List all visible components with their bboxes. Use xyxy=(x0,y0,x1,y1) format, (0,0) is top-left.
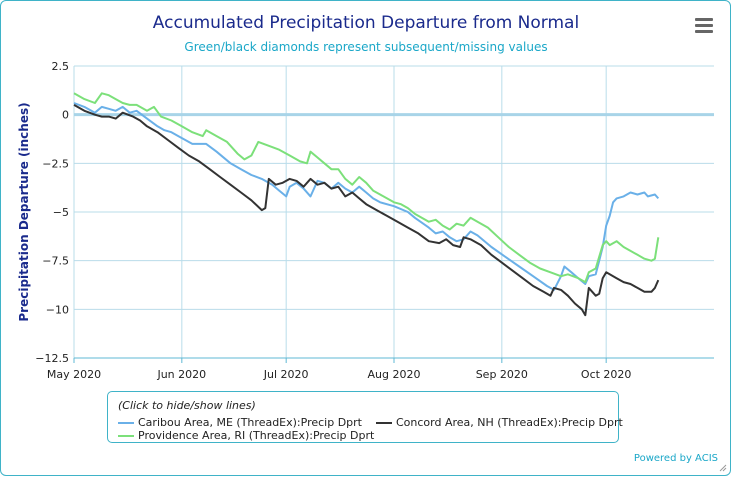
legend-swatch-providence xyxy=(118,435,134,437)
legend-item-caribou[interactable]: Caribou Area, ME (ThreadEx):Precip Dprt xyxy=(118,416,362,429)
legend-label-providence: Providence Area, RI (ThreadEx):Precip Dp… xyxy=(138,429,375,442)
y-tick-label: 2.5 xyxy=(52,60,70,73)
y-tick-label: −10 xyxy=(46,303,69,316)
hamburger-menu-icon[interactable] xyxy=(695,18,713,34)
chart-title: Accumulated Precipitation Departure from… xyxy=(153,13,579,33)
legend: (Click to hide/show lines) Caribou Area,… xyxy=(107,391,623,443)
x-tick-label: Oct 2020 xyxy=(581,368,632,381)
x-tick-label: Aug 2020 xyxy=(368,368,421,381)
y-tick-label: −7.5 xyxy=(42,255,69,268)
legend-item-providence[interactable]: Providence Area, RI (ThreadEx):Precip Dp… xyxy=(118,429,374,442)
x-tick-label: May 2020 xyxy=(47,368,101,381)
y-axis-label: Precipitation Departure (inches) xyxy=(17,102,31,321)
series-layer xyxy=(73,92,660,317)
y-tick-label: −5 xyxy=(53,206,69,219)
grid xyxy=(73,65,714,359)
series-line-caribou[interactable] xyxy=(73,102,660,291)
x-tick-label: Sep 2020 xyxy=(476,368,528,381)
x-tick-label: Jun 2020 xyxy=(156,368,206,381)
legend-label-caribou: Caribou Area, ME (ThreadEx):Precip Dprt xyxy=(138,416,362,429)
y-tick-label: −12.5 xyxy=(35,352,69,365)
chart-subtitle: Green/black diamonds represent subsequen… xyxy=(184,40,547,54)
y-tick-label: 0 xyxy=(62,109,69,122)
legend-swatch-caribou xyxy=(118,422,134,424)
legend-hint: (Click to hide/show lines) xyxy=(118,399,256,412)
y-tick-label: −2.5 xyxy=(42,157,69,170)
legend-label-concord: Concord Area, NH (ThreadEx):Precip Dprt xyxy=(396,416,623,429)
legend-item-concord[interactable]: Concord Area, NH (ThreadEx):Precip Dprt xyxy=(376,416,623,429)
resize-handle-icon[interactable] xyxy=(719,464,727,472)
legend-swatch-concord xyxy=(376,422,392,424)
powered-by-credit[interactable]: Powered by ACIS xyxy=(633,453,718,464)
x-tick-label: Jul 2020 xyxy=(263,368,309,381)
series-line-providence[interactable] xyxy=(73,92,660,284)
series-line-concord[interactable] xyxy=(73,104,660,317)
axes: 2.5 0 −2.5 −5 −7.5 −10 −12.5 May 2020 Jun 2020 Ju… xyxy=(35,60,714,381)
